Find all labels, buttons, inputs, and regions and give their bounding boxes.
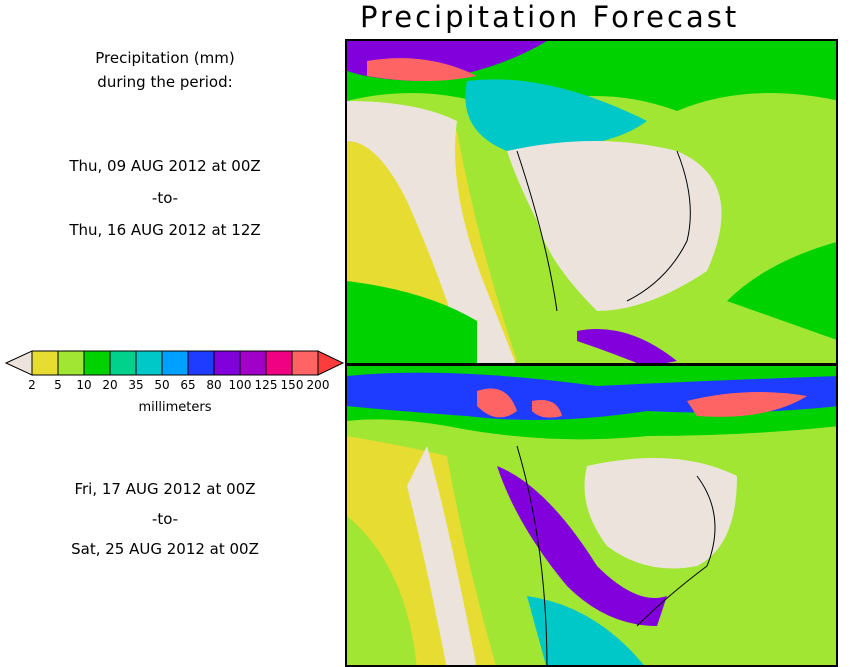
colorbar-swatch	[83, 350, 111, 376]
colorbar	[5, 350, 345, 376]
colorbar-swatch	[135, 350, 163, 376]
colorbar-swatch	[239, 350, 267, 376]
period1-label: Thu, 09 AUG 2012 at 00Z -to- Thu, 16 AUG…	[0, 150, 330, 246]
map-period1	[345, 39, 838, 365]
colorbar-swatch	[161, 350, 189, 376]
colorbar-tick-label: 10	[76, 378, 92, 392]
colorbar-tick-label: 80	[206, 378, 222, 392]
period2-label: Fri, 17 AUG 2012 at 00Z -to- Sat, 25 AUG…	[0, 474, 330, 564]
legend-heading: Precipitation (mm) during the period:	[0, 46, 330, 94]
legend-heading-line1: Precipitation (mm)	[95, 49, 235, 67]
colorbar-swatch	[213, 350, 241, 376]
colorbar-tick-label: 20	[102, 378, 118, 392]
period1-end: Thu, 16 AUG 2012 at 12Z	[69, 221, 261, 239]
legend-heading-line2: during the period:	[97, 73, 233, 91]
period1-separator: -to-	[151, 189, 179, 207]
colorbar-tick-label: 125	[254, 378, 278, 392]
colorbar-swatch	[109, 350, 137, 376]
colorbar-above-arrow	[317, 350, 345, 376]
colorbar-tick-label: 65	[180, 378, 196, 392]
colorbar-swatch	[291, 350, 319, 376]
colorbar-tick-label: 35	[128, 378, 144, 392]
colorbar-swatch	[265, 350, 293, 376]
period2-start: Fri, 17 AUG 2012 at 00Z	[74, 480, 256, 498]
colorbar-swatch	[187, 350, 215, 376]
colorbar-tick-label: 200	[306, 378, 330, 392]
period1-start: Thu, 09 AUG 2012 at 00Z	[69, 157, 261, 175]
period2-end: Sat, 25 AUG 2012 at 00Z	[71, 540, 259, 558]
map-period2	[345, 364, 838, 667]
colorbar-swatch	[57, 350, 85, 376]
colorbar-tick-label: 2	[28, 378, 36, 392]
colorbar-tick-label: 100	[228, 378, 252, 392]
chart-title: Precipitation Forecast	[360, 0, 740, 34]
colorbar-below-arrow	[5, 350, 33, 376]
period2-separator: -to-	[151, 510, 179, 528]
colorbar-swatch	[31, 350, 59, 376]
colorbar-unit: millimeters	[138, 400, 212, 415]
colorbar-tick-label: 5	[54, 378, 62, 392]
colorbar-tick-label: 150	[280, 378, 304, 392]
colorbar-tick-label: 50	[154, 378, 170, 392]
